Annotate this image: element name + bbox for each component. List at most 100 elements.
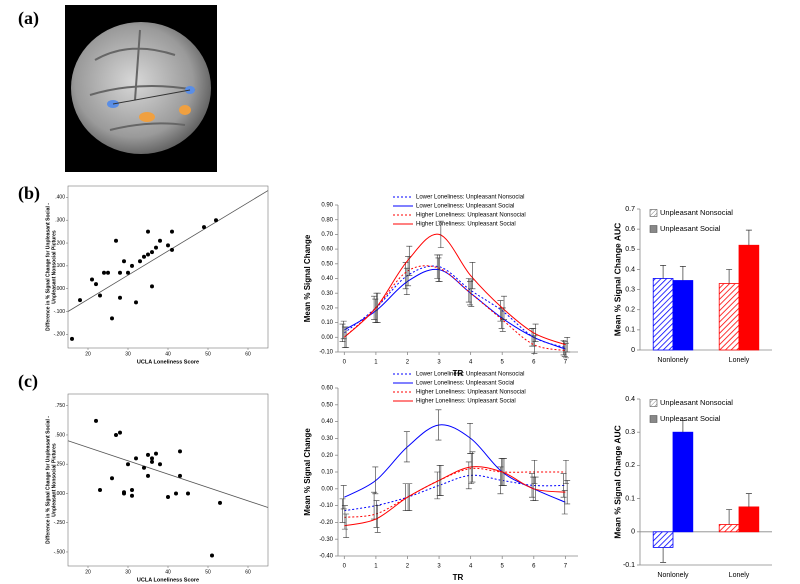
point <box>78 298 82 303</box>
error-bar <box>468 453 475 485</box>
x-axis-label: TR <box>453 369 464 378</box>
error-bar <box>406 245 413 276</box>
x-tick-label: 3 <box>437 564 441 570</box>
y-tick-label: -0.30 <box>319 537 333 543</box>
error-bar <box>372 466 379 495</box>
x-tick-label: 60 <box>245 569 251 575</box>
x-tick-label: 0 <box>343 360 347 366</box>
error-bar <box>374 292 381 323</box>
error-bar <box>436 254 443 282</box>
y-tick-label: -0.10 <box>319 350 333 356</box>
error-bar <box>405 256 412 287</box>
series-line <box>344 265 566 349</box>
y-tick-label: -.500 <box>54 549 66 555</box>
error-bar <box>434 471 441 500</box>
error-bar <box>340 485 347 510</box>
series-line <box>344 268 566 350</box>
point <box>170 247 174 252</box>
error-bar <box>468 279 475 307</box>
legend-label: Higher Loneliness: Unpleasant Social <box>416 222 516 228</box>
panel-label: (a) <box>18 8 39 29</box>
error-bar <box>679 420 686 433</box>
y-tick-label: 0.50 <box>321 402 333 408</box>
y-tick-label: 0.30 <box>321 291 333 297</box>
x-tick-label: Lonely <box>729 572 750 579</box>
y-axis-label: Mean % Signal Change <box>303 428 312 516</box>
y-tick-label: 0.30 <box>321 436 333 442</box>
x-tick-label: 7 <box>564 564 568 570</box>
point <box>150 456 154 461</box>
error-bar <box>467 422 474 454</box>
y-tick-label: 0.2 <box>625 462 635 469</box>
y-tick-label: 0.80 <box>321 217 333 223</box>
x-tick-label: 50 <box>205 351 211 357</box>
point <box>214 218 218 223</box>
point <box>170 229 174 234</box>
series-line <box>344 467 566 518</box>
point <box>118 430 122 435</box>
point <box>166 243 170 248</box>
error-bar <box>501 295 508 320</box>
bar <box>672 280 694 351</box>
error-bar <box>726 269 733 284</box>
point <box>118 270 122 275</box>
error-bar <box>679 266 686 281</box>
error-bar <box>371 295 378 320</box>
legend-label: Unpleasant Social <box>660 414 721 423</box>
point <box>130 487 134 492</box>
point <box>138 259 142 264</box>
y-tick-label: .300 <box>55 218 65 224</box>
y-axis-label: Difference in % Signal Change for Unplea… <box>45 416 51 544</box>
y-tick-label: 0.60 <box>321 247 333 253</box>
point <box>126 270 130 275</box>
error-bar <box>745 229 752 246</box>
point <box>110 476 114 481</box>
y-tick-label: 0.10 <box>321 320 333 326</box>
y-tick-label: 0.3 <box>625 429 635 436</box>
error-bar <box>406 483 413 511</box>
point <box>94 282 98 287</box>
error-bar <box>745 493 752 507</box>
error-bar <box>660 265 667 279</box>
y-tick-label: -.200 <box>54 332 66 338</box>
bar <box>718 524 740 533</box>
error-bar <box>403 431 410 463</box>
fit-line <box>67 440 269 508</box>
y-axis-label: Unpleasant Nonsocial Pictures <box>51 230 57 304</box>
y-tick-label: 0.4 <box>625 266 635 273</box>
point <box>150 284 154 289</box>
y-tick-label: 0.90 <box>321 203 333 209</box>
legend-label: Unpleasant Social <box>660 224 721 233</box>
x-tick-label: 40 <box>165 569 171 575</box>
y-tick-label: .100 <box>55 263 65 269</box>
x-tick-label: 1 <box>374 564 378 570</box>
point <box>150 250 154 255</box>
point <box>158 462 162 467</box>
point <box>174 491 178 496</box>
point <box>154 245 158 250</box>
error-bar <box>374 505 381 533</box>
point <box>134 456 138 461</box>
y-tick-label: .000 <box>55 286 65 292</box>
point <box>94 418 98 423</box>
bar <box>652 531 674 548</box>
bar <box>718 283 740 351</box>
point <box>146 473 150 478</box>
x-tick-label: 1 <box>374 360 378 366</box>
y-tick-label: 0.1 <box>625 495 635 502</box>
y-tick-label: 0.10 <box>321 470 333 476</box>
y-axis-label: Mean % Signal Change AUC <box>612 425 622 539</box>
point <box>102 270 106 275</box>
point <box>178 473 182 478</box>
point <box>186 491 190 496</box>
point <box>150 459 154 464</box>
point <box>146 252 150 257</box>
error-bar <box>403 267 410 295</box>
legend-swatch <box>649 415 658 423</box>
x-tick-label: 60 <box>245 351 251 357</box>
y-tick-label: 0.3 <box>625 286 635 293</box>
error-bar <box>562 342 569 359</box>
y-tick-label: -0.40 <box>319 554 333 560</box>
y-axis-label: Mean % Signal Change <box>303 234 312 322</box>
y-tick-label: 0.40 <box>321 419 333 425</box>
